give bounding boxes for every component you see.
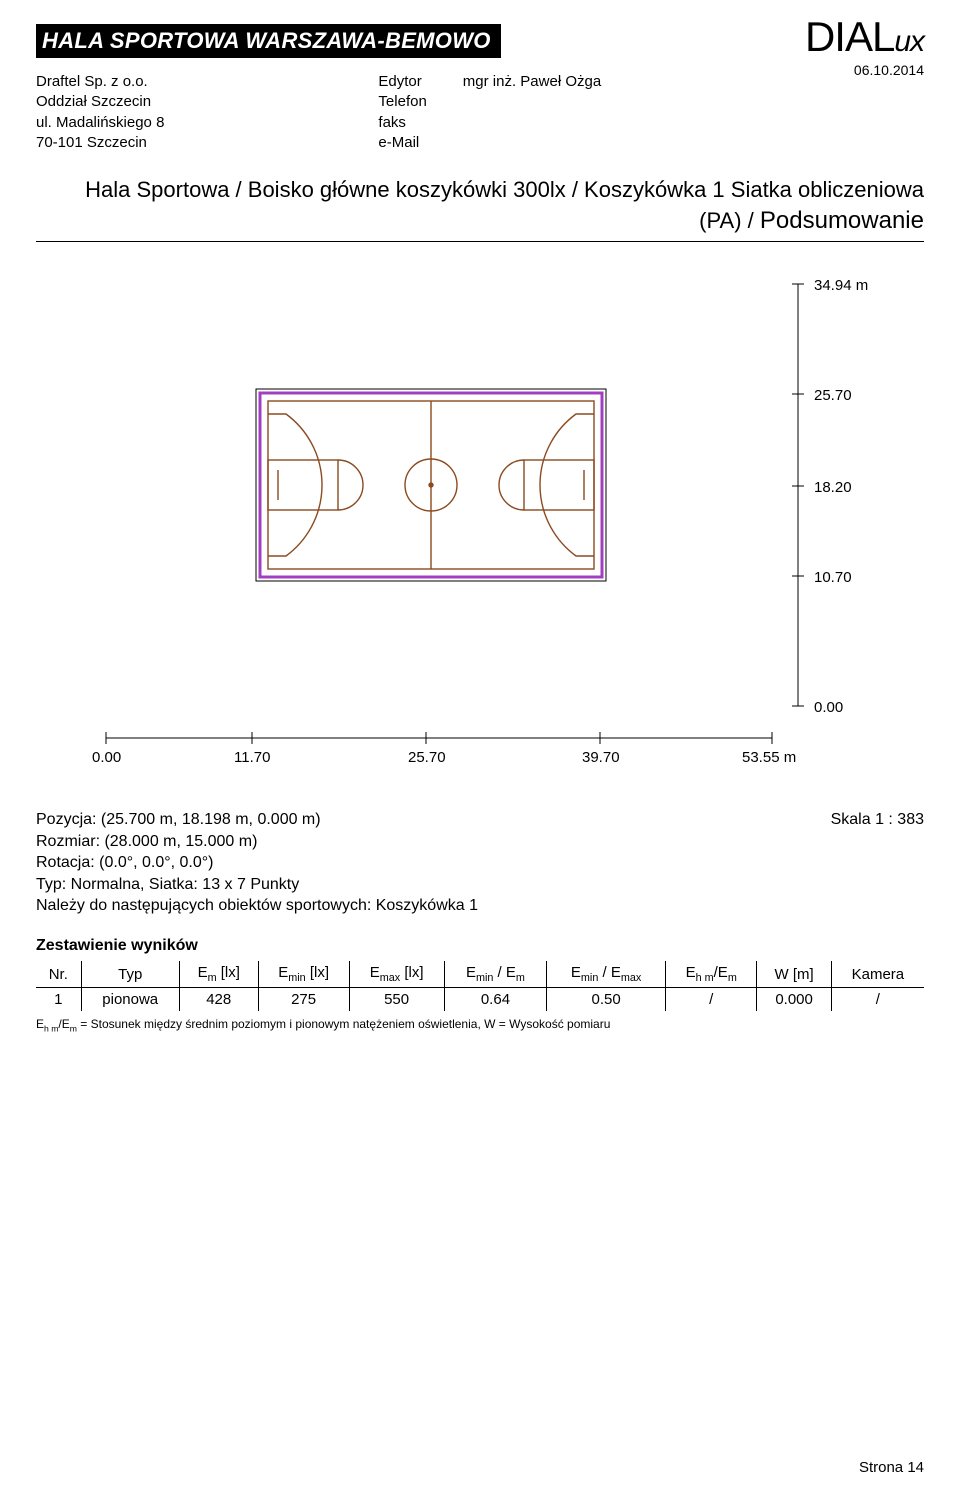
meta-rozmiar: Rozmiar: (28.000 m, 15.000 m) bbox=[36, 831, 478, 853]
section-divider bbox=[36, 241, 924, 242]
scale-label: Skala 1 : 383 bbox=[831, 809, 924, 917]
th-emin-em: Emin / Em bbox=[444, 961, 547, 988]
contact-labels: Edytor Telefon faks e-Mail bbox=[378, 72, 426, 153]
meta-block: Draftel Sp. z o.o. Oddział Szczecin ul. … bbox=[36, 72, 924, 153]
page-number: Strona 14 bbox=[859, 1459, 924, 1476]
doc-date: 06.10.2014 bbox=[805, 62, 924, 78]
td: 0.50 bbox=[547, 988, 666, 1012]
th-emin-emax: Emin / Emax bbox=[547, 961, 666, 988]
section-line2-big: Podsumowanie bbox=[760, 207, 924, 234]
th-w: W [m] bbox=[757, 961, 831, 988]
logo: DIALux bbox=[805, 16, 924, 58]
section-line2-prefix: (PA) / bbox=[699, 208, 760, 233]
court-diagram: 34.94 m 25.70 18.20 10.70 0.00 0.00 11.7… bbox=[36, 264, 924, 799]
th-kamera: Kamera bbox=[831, 961, 924, 988]
table-row: 1 pionowa 428 275 550 0.64 0.50 / 0.000 … bbox=[36, 988, 924, 1012]
company-line: 70-101 Szczecin bbox=[36, 133, 164, 153]
th-em: Em [lx] bbox=[179, 961, 258, 988]
td: pionowa bbox=[81, 988, 179, 1012]
td: 0.64 bbox=[444, 988, 547, 1012]
th-emin: Emin [lx] bbox=[258, 961, 349, 988]
td: 0.000 bbox=[757, 988, 831, 1012]
diagram-meta: Pozycja: (25.700 m, 18.198 m, 0.000 m) R… bbox=[36, 809, 924, 917]
y-label: 0.00 bbox=[814, 699, 843, 716]
contact-label: e-Mail bbox=[378, 133, 426, 153]
company-line: Oddział Szczecin bbox=[36, 92, 164, 112]
meta-rotacja: Rotacja: (0.0°, 0.0°, 0.0°) bbox=[36, 852, 478, 874]
meta-typ: Typ: Normalna, Siatka: 13 x 7 Punkty bbox=[36, 874, 478, 896]
td: 550 bbox=[349, 988, 444, 1012]
court bbox=[268, 401, 594, 569]
company-line: ul. Madalińskiego 8 bbox=[36, 113, 164, 133]
x-label: 25.70 bbox=[408, 749, 446, 766]
meta-pozycja: Pozycja: (25.700 m, 18.198 m, 0.000 m) bbox=[36, 809, 478, 831]
x-label: 39.70 bbox=[582, 749, 620, 766]
th-nr: Nr. bbox=[36, 961, 81, 988]
contact-label: Telefon bbox=[378, 92, 426, 112]
diagram-svg: 34.94 m 25.70 18.20 10.70 0.00 0.00 11.7… bbox=[36, 264, 924, 794]
logo-block: DIALux 06.10.2014 bbox=[805, 16, 924, 78]
td: 1 bbox=[36, 988, 81, 1012]
contact-label: Edytor bbox=[378, 72, 426, 92]
y-label: 18.20 bbox=[814, 479, 852, 496]
table-header-row: Nr. Typ Em [lx] Emin [lx] Emax [lx] Emin… bbox=[36, 961, 924, 988]
results-table: Nr. Typ Em [lx] Emin [lx] Emax [lx] Emin… bbox=[36, 961, 924, 1011]
y-label: 25.70 bbox=[814, 387, 852, 404]
results-footnote: Eh m/Em = Stosunek między średnim poziom… bbox=[36, 1017, 924, 1033]
section-line1: Hala Sportowa / Boisko główne koszykówki… bbox=[85, 177, 924, 202]
x-label: 0.00 bbox=[92, 749, 121, 766]
contact-value: mgr inż. Paweł Ożga bbox=[463, 72, 601, 92]
company-line: Draftel Sp. z o.o. bbox=[36, 72, 164, 92]
contact-label: faks bbox=[378, 113, 426, 133]
td: 275 bbox=[258, 988, 349, 1012]
y-label: 34.94 m bbox=[814, 277, 868, 294]
logo-suffix: ux bbox=[894, 25, 924, 58]
doc-title: HALA SPORTOWA WARSZAWA-BEMOWO bbox=[36, 24, 501, 58]
contact-values: mgr inż. Paweł Ożga bbox=[463, 72, 601, 153]
th-emax: Emax [lx] bbox=[349, 961, 444, 988]
td: / bbox=[831, 988, 924, 1012]
x-label: 11.70 bbox=[234, 749, 270, 766]
section-heading: Hala Sportowa / Boisko główne koszykówki… bbox=[36, 175, 924, 242]
meta-nalezy: Należy do następujących obiektów sportow… bbox=[36, 895, 478, 917]
results-title: Zestawienie wyników bbox=[36, 937, 924, 955]
company-info: Draftel Sp. z o.o. Oddział Szczecin ul. … bbox=[36, 72, 164, 153]
th-ehm-em: Eh m/Em bbox=[665, 961, 756, 988]
th-typ: Typ bbox=[81, 961, 179, 988]
td: / bbox=[665, 988, 756, 1012]
logo-main: DIAL bbox=[805, 13, 894, 60]
td: 428 bbox=[179, 988, 258, 1012]
y-label: 10.70 bbox=[814, 569, 852, 586]
x-label: 53.55 m bbox=[742, 749, 796, 766]
